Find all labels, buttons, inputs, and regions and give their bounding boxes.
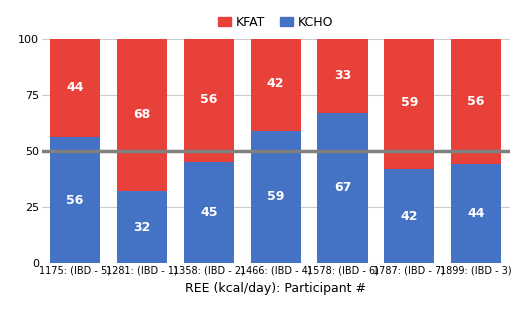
Bar [251,36,301,131]
Bar [317,113,368,263]
Text: 44: 44 [66,82,84,94]
Bar [184,162,234,263]
Text: 56: 56 [67,194,84,207]
Bar [117,191,167,263]
Bar [50,137,100,263]
Bar [317,39,368,113]
Text: 67: 67 [334,181,351,195]
Text: 59: 59 [267,190,284,204]
Bar [384,169,434,263]
Text: 42: 42 [267,77,284,90]
Text: 45: 45 [200,206,217,219]
Text: 33: 33 [334,69,351,82]
Legend: KFAT, KCHO: KFAT, KCHO [213,11,338,34]
Bar [384,36,434,169]
Bar [184,36,234,162]
Bar [451,164,501,263]
Text: 56: 56 [200,93,217,106]
Text: 59: 59 [400,96,418,109]
Text: 32: 32 [133,221,151,234]
Text: 44: 44 [467,207,485,220]
Text: 42: 42 [400,210,418,222]
Bar [251,131,301,263]
Bar [50,39,100,137]
Bar [117,39,167,191]
X-axis label: REE (kcal/day): Participant #: REE (kcal/day): Participant # [185,282,366,295]
Text: 68: 68 [133,108,150,121]
Text: 56: 56 [467,95,485,108]
Bar [451,39,501,164]
